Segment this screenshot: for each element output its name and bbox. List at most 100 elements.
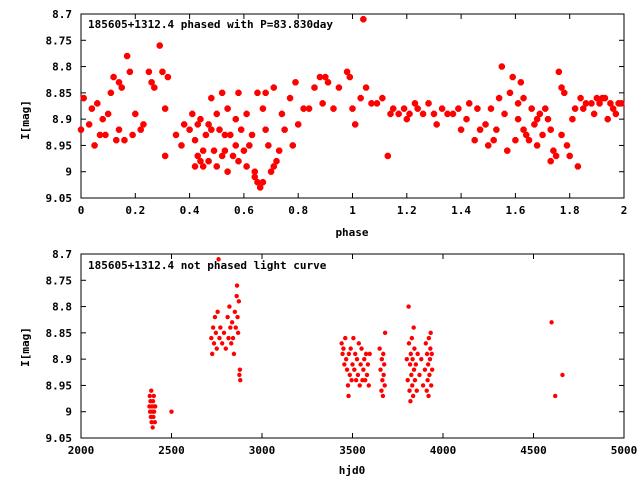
x-tick-label: 1.6 xyxy=(505,204,525,217)
data-point xyxy=(604,115,611,123)
data-point xyxy=(270,163,277,170)
data-point xyxy=(429,367,435,372)
data-point xyxy=(347,372,352,378)
data-point xyxy=(501,110,508,118)
data-point xyxy=(286,94,294,102)
data-point xyxy=(463,115,470,123)
data-point xyxy=(256,184,264,191)
data-point xyxy=(425,100,432,107)
data-point xyxy=(582,100,590,107)
data-point xyxy=(229,152,237,160)
y-tick-label: 8.8 xyxy=(52,301,72,314)
data-point xyxy=(417,372,422,378)
data-point xyxy=(381,372,386,378)
data-point xyxy=(147,393,152,399)
data-point xyxy=(211,341,217,346)
data-point xyxy=(205,158,212,165)
data-point xyxy=(273,158,280,165)
y-tick-label: 8.8 xyxy=(52,61,72,74)
data-point xyxy=(593,94,601,102)
data-point xyxy=(349,105,356,112)
data-point xyxy=(410,393,416,399)
data-point xyxy=(590,110,598,118)
data-point xyxy=(228,325,233,330)
data-point xyxy=(129,131,136,139)
data-point xyxy=(145,68,153,76)
data-point xyxy=(517,79,525,86)
data-point xyxy=(429,351,434,357)
x-tick-label: 1.2 xyxy=(397,204,417,217)
data-point xyxy=(433,121,440,128)
data-point xyxy=(330,105,337,112)
data-point xyxy=(404,356,409,362)
data-point xyxy=(153,404,158,409)
data-point xyxy=(422,367,428,372)
data-point xyxy=(343,335,348,341)
data-point xyxy=(380,393,386,399)
data-point xyxy=(161,105,169,112)
data-point xyxy=(238,377,243,383)
data-point xyxy=(577,94,584,102)
data-point xyxy=(213,330,219,336)
data-point xyxy=(384,152,391,160)
data-point xyxy=(378,367,383,372)
data-point xyxy=(607,100,614,107)
data-point xyxy=(208,126,215,133)
y-tick-label: 8.95 xyxy=(46,139,73,152)
data-point xyxy=(251,168,258,175)
data-point xyxy=(520,126,527,133)
y-tick-label: 9.05 xyxy=(46,432,73,445)
data-point xyxy=(232,115,239,123)
x-tick-label: 0.8 xyxy=(288,204,308,217)
data-point xyxy=(341,346,346,351)
y-tick-label: 8.95 xyxy=(46,379,73,392)
data-point xyxy=(596,100,603,107)
data-point xyxy=(227,304,232,309)
data-point xyxy=(352,121,359,128)
data-point xyxy=(379,388,384,393)
data-point xyxy=(361,367,366,372)
y-tick-label: 8.85 xyxy=(46,327,73,340)
y-tick-label: 8.75 xyxy=(46,34,73,47)
x-tick-label: 1.8 xyxy=(560,204,580,217)
data-point xyxy=(113,136,120,144)
data-point xyxy=(381,351,386,357)
data-point xyxy=(550,147,557,154)
data-point xyxy=(345,383,351,388)
data-point xyxy=(429,383,434,388)
data-point xyxy=(350,362,355,367)
x-tick-label: 0.2 xyxy=(125,204,145,217)
data-point xyxy=(449,110,457,118)
data-point xyxy=(419,356,424,362)
data-point xyxy=(426,335,432,341)
data-point xyxy=(225,314,230,320)
data-point xyxy=(194,121,201,128)
data-point xyxy=(275,147,283,154)
y-tick-label: 8.9 xyxy=(52,353,72,366)
phased-light-curve-plot: I[mag] phase 185605+1312.4 phased with P… xyxy=(19,8,627,239)
data-point xyxy=(215,309,220,315)
data-point xyxy=(414,388,419,393)
data-point xyxy=(149,420,154,425)
data-point xyxy=(419,110,427,118)
data-point xyxy=(344,367,350,372)
data-point xyxy=(407,362,413,367)
data-point xyxy=(151,84,158,91)
data-point xyxy=(412,346,417,351)
data-point xyxy=(212,314,218,320)
data-point xyxy=(339,341,344,346)
data-point xyxy=(364,372,370,378)
data-point xyxy=(251,173,258,181)
data-point xyxy=(152,420,158,425)
data-point xyxy=(300,105,307,112)
data-point xyxy=(555,68,563,76)
data-point xyxy=(351,335,356,341)
x-tick-label: 0.4 xyxy=(180,204,200,217)
data-point xyxy=(506,89,514,97)
data-point xyxy=(202,131,210,139)
data-point xyxy=(115,79,123,86)
data-point xyxy=(254,89,261,97)
data-point xyxy=(536,110,544,118)
data-point xyxy=(346,73,353,81)
